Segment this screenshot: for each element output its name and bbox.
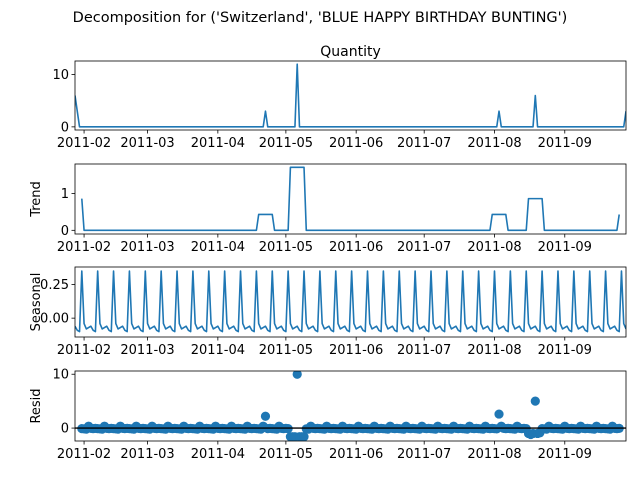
x-tick-label: 2011-09 bbox=[538, 343, 592, 358]
x-tick-label: 2011-08 bbox=[467, 136, 521, 151]
panel-3: 0.00 0.25 2011-02 2011-03 2011-04 2011-05 2011… bbox=[29, 266, 627, 358]
axes-frame bbox=[74, 370, 627, 442]
panel-1: 0 10 2011-02 2011-03 2011-04 2011-05 2011-06 20… bbox=[52, 44, 627, 151]
x-tick-label: 2011-07 bbox=[397, 136, 451, 151]
x-tick-label: 2011-03 bbox=[120, 136, 174, 151]
x-tick-label: 2011-07 bbox=[397, 343, 451, 358]
residual-point bbox=[530, 396, 540, 406]
x-tick-label: 2011-04 bbox=[191, 447, 245, 462]
x-tick-label: 2011-03 bbox=[120, 240, 174, 255]
x-tick-label: 2011-07 bbox=[397, 447, 451, 462]
series-line bbox=[75, 270, 626, 333]
y-tick-label: 1 bbox=[61, 187, 69, 202]
x-tick-label: 2011-05 bbox=[259, 343, 313, 358]
plot-area bbox=[75, 270, 626, 333]
residual-point bbox=[260, 411, 271, 421]
x-tick-label: 2011-08 bbox=[467, 447, 521, 462]
figure-suptitle: Decomposition for ('Switzerland', 'BLUE … bbox=[73, 10, 568, 26]
x-tick-label: 2011-03 bbox=[120, 447, 174, 462]
series-line bbox=[75, 63, 626, 128]
x-tick-label: 2011-02 bbox=[57, 343, 111, 358]
x-tick-label: 2011-02 bbox=[57, 136, 111, 151]
x-tick-label: 2011-02 bbox=[57, 447, 111, 462]
x-tick-label: 2011-07 bbox=[397, 240, 451, 255]
x-tick-label: 2011-09 bbox=[538, 240, 592, 255]
y-axis-label: Seasonal bbox=[29, 273, 44, 332]
panel-4: 0 10 2011-02 2011-03 2011-04 2011-05 2011-06 20… bbox=[29, 368, 627, 462]
x-tick-label: 2011-06 bbox=[329, 136, 383, 151]
y-tick-label: 0.25 bbox=[40, 278, 69, 293]
axes-frame bbox=[74, 60, 627, 131]
y-tick-label: 10 bbox=[52, 368, 69, 383]
y-tick-label: 0.00 bbox=[40, 312, 69, 327]
axes-frame bbox=[74, 163, 627, 235]
x-tick-label: 2011-03 bbox=[120, 343, 174, 358]
x-tick-label: 2011-06 bbox=[329, 343, 383, 358]
x-tick-label: 2011-09 bbox=[538, 447, 592, 462]
plot-area bbox=[75, 371, 626, 441]
x-tick-label: 2011-05 bbox=[259, 447, 313, 462]
residual-point bbox=[494, 409, 504, 419]
residual-markers bbox=[77, 371, 624, 441]
x-tick-label: 2011-08 bbox=[467, 343, 521, 358]
x-tick-label: 2011-05 bbox=[259, 240, 313, 255]
plot-area bbox=[81, 166, 620, 232]
y-axis-label: Trend bbox=[29, 181, 44, 218]
x-tick-label: 2011-06 bbox=[329, 240, 383, 255]
residual-point bbox=[292, 371, 302, 379]
x-tick-label: 2011-04 bbox=[191, 240, 245, 255]
axes-frame bbox=[74, 266, 627, 338]
panel-title: Quantity bbox=[320, 44, 381, 60]
series-line bbox=[81, 166, 620, 232]
panel-2: 0 1 2011-02 2011-03 2011-04 2011-05 2011-06 201… bbox=[29, 163, 627, 255]
y-axis-label: Resid bbox=[29, 388, 44, 423]
x-tick-label: 2011-04 bbox=[191, 136, 245, 151]
x-tick-label: 2011-05 bbox=[259, 136, 313, 151]
x-tick-label: 2011-04 bbox=[191, 343, 245, 358]
y-tick-label: 0 bbox=[61, 422, 69, 437]
x-tick-label: 2011-09 bbox=[538, 136, 592, 151]
x-tick-label: 2011-02 bbox=[57, 240, 111, 255]
x-tick-label: 2011-06 bbox=[329, 447, 383, 462]
y-tick-label: 10 bbox=[52, 68, 69, 83]
residual-point bbox=[299, 432, 309, 441]
plot-area bbox=[75, 63, 626, 128]
y-tick-label: 0 bbox=[61, 120, 69, 135]
y-tick-label: 0 bbox=[61, 224, 69, 239]
x-tick-label: 2011-08 bbox=[467, 240, 521, 255]
